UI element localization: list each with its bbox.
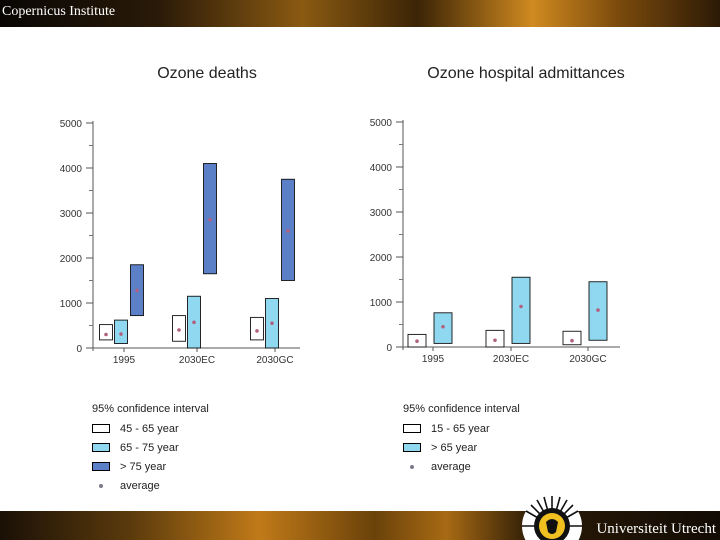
range-bar	[511, 276, 531, 344]
range-bar	[562, 330, 582, 346]
y-tick-label: 1000	[370, 298, 393, 309]
university-name: Universiteit Utrecht	[596, 521, 716, 537]
average-dot-icon	[92, 483, 110, 488]
legend-hospital-admittances: 95% confidence interval 15 - 65 year > 6…	[403, 403, 520, 476]
institute-title: Copernicus Institute	[2, 4, 116, 19]
x-tick-label: 2030EC	[493, 354, 529, 365]
average-point	[177, 328, 181, 332]
x-tick-label: 2030GC	[256, 355, 293, 366]
legend-title: 95% confidence interval	[92, 403, 209, 415]
y-tick-label: 3000	[370, 208, 393, 219]
average-point	[415, 339, 419, 343]
average-point	[519, 304, 523, 309]
average-point	[270, 321, 274, 326]
legend-row-over-75: > 75 year	[92, 457, 209, 476]
x-tick-label: 2030EC	[179, 355, 215, 366]
legend-row-average: average	[403, 457, 520, 476]
average-point	[208, 217, 212, 222]
legend-swatch-white	[92, 424, 110, 433]
average-point	[192, 320, 196, 325]
average-point	[119, 332, 123, 336]
average-point	[135, 288, 139, 293]
chart-title: Ozone hospital admittances	[427, 65, 624, 82]
y-tick-label: 1000	[60, 299, 83, 310]
average-dot-icon	[403, 464, 421, 469]
x-tick-label: 1995	[113, 355, 136, 366]
legend-label: average	[120, 479, 160, 492]
range-bar	[99, 324, 113, 341]
y-tick-label: 4000	[370, 163, 393, 174]
y-tick-label: 2000	[370, 253, 393, 264]
legend-label: > 65 year	[431, 441, 478, 454]
legend-label: > 75 year	[120, 460, 167, 473]
y-tick-label: 0	[386, 343, 392, 354]
average-point	[570, 338, 574, 343]
y-tick-label: 0	[76, 344, 82, 355]
x-tick-label: 1995	[422, 354, 445, 365]
average-point	[255, 329, 259, 333]
y-tick-label: 2000	[60, 254, 83, 265]
legend-swatch-dark-blue	[92, 462, 110, 471]
y-tick-label: 3000	[60, 209, 83, 220]
x-tick-label: 2030GC	[569, 354, 606, 365]
legend-label: 45 - 65 year	[120, 422, 179, 435]
legend-label: average	[431, 460, 471, 473]
y-tick-label: 4000	[60, 164, 83, 175]
average-point	[596, 308, 600, 312]
average-point	[441, 324, 445, 329]
average-point	[286, 229, 290, 233]
legend-row-65-75: 65 - 75 year	[92, 438, 209, 457]
legend-ozone-deaths: 95% confidence interval 45 - 65 year 65 …	[92, 403, 209, 495]
chart-title: Ozone deaths	[157, 65, 257, 82]
legend-row-45-65: 45 - 65 year	[92, 419, 209, 438]
legend-label: 65 - 75 year	[120, 441, 179, 454]
legend-swatch-white	[403, 424, 421, 433]
legend-swatch-light-blue	[92, 443, 110, 452]
y-tick-label: 5000	[370, 118, 393, 129]
legend-row-15-65: 15 - 65 year	[403, 419, 520, 438]
average-point	[104, 332, 108, 337]
legend-label: 15 - 65 year	[431, 422, 490, 435]
legend-row-over-65: > 65 year	[403, 438, 520, 457]
legend-row-average: average	[92, 476, 209, 495]
range-bar	[114, 319, 128, 344]
header-bar: Copernicus Institute	[0, 0, 720, 27]
legend-title: 95% confidence interval	[403, 403, 520, 415]
y-tick-label: 5000	[60, 119, 83, 130]
footer-bar: Universiteit Utrecht	[0, 511, 720, 540]
range-bar	[250, 316, 264, 341]
average-point	[493, 338, 497, 343]
legend-swatch-light-blue	[403, 443, 421, 452]
university-seal-icon	[522, 496, 582, 540]
